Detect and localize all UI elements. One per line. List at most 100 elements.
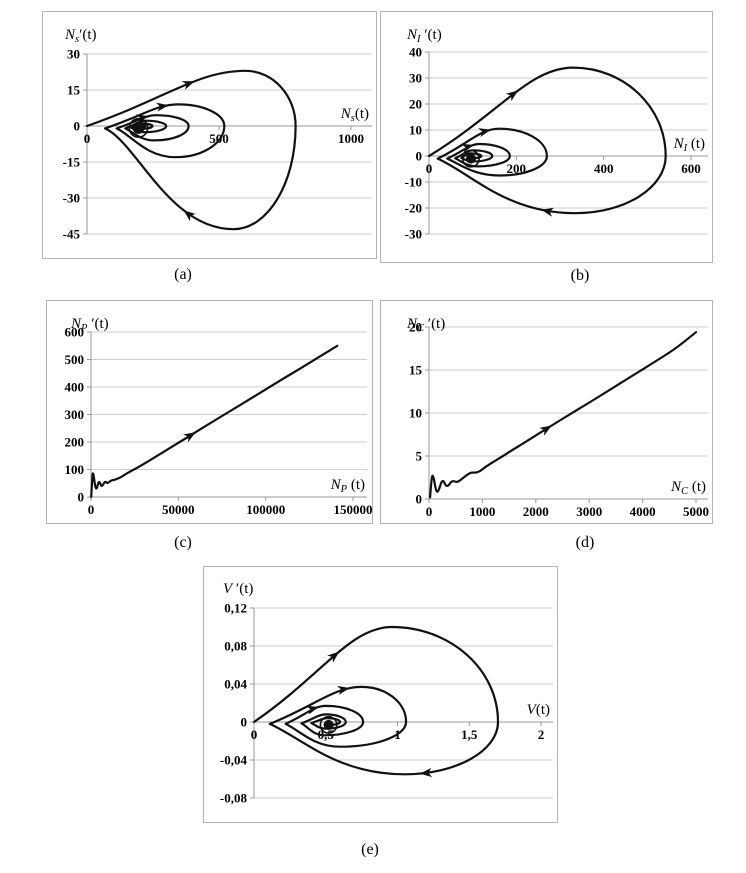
y-tick-label: -30 (63, 191, 80, 206)
direction-arrow (478, 128, 491, 138)
direction-arrow (183, 210, 196, 222)
trajectory-curve (252, 625, 500, 776)
direction-arrow (337, 685, 350, 695)
caption-c: (c) (174, 534, 192, 551)
direction-arrow (181, 81, 195, 90)
fixed-point-dot (323, 719, 334, 730)
chart-svg-e: 0,120,080,040-0,04-0,080 0,5 1 1,5 2V ′(t)V(… (220, 581, 553, 806)
y-tick-label: 0 (416, 492, 423, 507)
y-tick-label: -45 (63, 227, 81, 242)
trajectory-curve (90, 344, 339, 499)
direction-arrow (306, 705, 319, 715)
y-tick-label: 0,08 (224, 639, 247, 654)
x-tick-label: 0 (88, 502, 95, 517)
trajectory-curve (429, 331, 698, 499)
x-tick-label: 0 (251, 727, 258, 742)
x-tick-label: 1000 (338, 131, 364, 146)
y-tick-label: 100 (65, 462, 85, 477)
x-axis-title: NC (t) (670, 479, 706, 497)
y-tick-label: 40 (409, 45, 422, 60)
chart-panel-c: 600 500 400 300 200 100 0 0 50000 100000 150000 NP … (46, 300, 373, 524)
x-tick-label: 4000 (630, 504, 656, 519)
caption-b: (b) (570, 267, 590, 284)
chart-svg-c: 600 500 400 300 200 100 00 50000 100000 150000 NP … (65, 316, 373, 517)
x-axis-title: NI (t) (673, 136, 705, 154)
y-tick-label: 20 (409, 97, 422, 112)
y-tick-label: -0,04 (220, 753, 248, 768)
y-tick-label: 5 (416, 449, 423, 464)
caption-d: (d) (575, 534, 595, 551)
x-axis-title: NP (t) (330, 477, 365, 495)
chart-panel-b: 40 30 20 10 0 -10 -20 -30 0 200 400 600 NI ′(t) NI (t… (380, 11, 713, 263)
gridlines (425, 326, 708, 500)
direction-arrow (156, 102, 169, 112)
y-axis-title: V ′(t) (223, 581, 253, 597)
x-tick-label: 200 (507, 161, 527, 176)
x-tick-label: 100000 (246, 502, 285, 517)
fixed-point-ring (461, 149, 480, 168)
direction-arrow (505, 90, 519, 102)
x-tick-label: 0 (426, 161, 433, 176)
y-tick-label: 0,12 (224, 601, 247, 616)
x-tick-label: 600 (681, 161, 701, 176)
y-tick-label: 30 (409, 71, 422, 86)
x-tick-label: 0 (426, 504, 433, 519)
chart-svg-b: 40 30 20 10 0 -10 -20 -30 0 200 400 600 NI ′(t) NI (t… (405, 27, 708, 242)
chart-panel-a: 30 15 0 -15 -30 -45 0 500 1000 Ns′(t) Ns(t) (42, 11, 377, 259)
y-tick-label: 15 (409, 363, 423, 378)
y-tick-label: 500 (65, 352, 85, 367)
direction-arrow (327, 651, 340, 663)
caption-a: (a) (174, 266, 192, 283)
gridlines (250, 607, 553, 799)
x-tick-label: 1,5 (461, 727, 478, 742)
y-axis-title: NC ′(t) (406, 316, 445, 334)
x-tick-label: 150000 (334, 502, 373, 517)
direction-arrow (541, 207, 554, 217)
x-tick-label: 2000 (523, 504, 549, 519)
y-tick-label: -20 (405, 201, 422, 216)
y-tick-label: 30 (67, 47, 80, 62)
chart-panel-e: 0,12 0,08 0,04 0 -0,04 -0,08 0 0,5 1 1,5 2 V ′(t) V(… (203, 566, 558, 823)
x-tick-label: 5000 (683, 504, 709, 519)
y-tick-label: 400 (65, 380, 85, 395)
direction-arrow (460, 143, 474, 153)
fixed-point-dot (132, 121, 145, 134)
chart-panel-d: 20 15 10 5 0 0 1000 2000 3000 4000 5000 NC ′(t) NC (… (380, 300, 713, 524)
fixed-point-ring (319, 715, 338, 734)
x-tick-label: 500 (209, 131, 229, 146)
direction-arrow (419, 767, 433, 778)
y-tick-label: 10 (409, 123, 422, 138)
trajectory-curve (85, 69, 297, 231)
chart-svg-d: 20 15 10 5 00 1000 2000 3000 4000 5000 NC ′(t) NC (… (406, 316, 709, 519)
y-tick-label: 0 (241, 715, 248, 730)
y-tick-label: -10 (405, 175, 422, 190)
gridlines (87, 331, 367, 498)
caption-e: (e) (361, 841, 379, 858)
y-tick-label: 10 (409, 406, 422, 421)
y-axis-title: Ns′(t) (64, 27, 97, 45)
y-tick-label: -30 (405, 227, 422, 242)
x-tick-label: 0 (84, 131, 91, 146)
y-tick-label: 200 (65, 435, 85, 450)
fixed-point-ring (128, 117, 149, 138)
x-tick-label: 1000 (469, 504, 495, 519)
direction-arrow (183, 432, 196, 443)
y-tick-label: 0 (416, 149, 423, 164)
x-axis-title: V(t) (527, 702, 550, 718)
x-tick-label: 3000 (576, 504, 602, 519)
direction-arrow (539, 425, 552, 436)
y-tick-label: 0 (74, 119, 81, 134)
x-axis-title: Ns(t) (340, 106, 369, 124)
y-tick-label: -15 (63, 155, 81, 170)
y-tick-label: 15 (67, 83, 81, 98)
y-tick-label: 0 (78, 490, 85, 505)
y-tick-label: 600 (65, 325, 85, 340)
fixed-point-dot (465, 153, 476, 164)
y-tick-label: 300 (65, 407, 85, 422)
y-tick-label: 20 (409, 320, 422, 335)
x-tick-label: 2 (538, 727, 545, 742)
trajectory-curve (427, 66, 667, 215)
y-axis-title: NP ′(t) (70, 316, 109, 334)
